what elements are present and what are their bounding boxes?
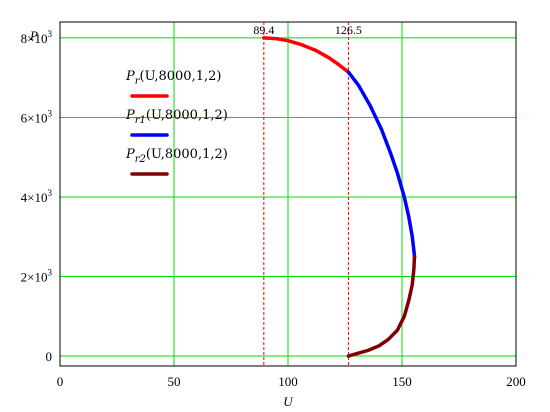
y-axis-label: P [29, 28, 38, 43]
legend-label: Pr1(U,8000,1,2) [125, 108, 228, 126]
legend: Pr(U,8000,1,2) Pr1(U,8000,1,2) Pr2(U,8000,… [125, 69, 228, 176]
marker-lines: 89.4 126.5 [253, 22, 362, 366]
y-tick-label: 2×103 [21, 268, 53, 285]
legend-label: Pr(U,8000,1,2) [125, 69, 221, 87]
x-tick-label: 0 [57, 374, 64, 389]
grid-lines [60, 22, 516, 366]
legend-label: Pr2(U,8000,1,2) [125, 147, 228, 165]
marker-label: 89.4 [253, 23, 274, 37]
series-curves [262, 36, 417, 358]
x-tick-label: 50 [168, 374, 181, 389]
tick-labels: 0 50 100 150 200 0 2×103 4×103 6×103 8×103 [21, 29, 526, 389]
y-tick-label: 0 [46, 349, 53, 364]
x-tick-label: 150 [392, 374, 412, 389]
marker-label: 126.5 [335, 23, 362, 37]
y-tick-label: 8×103 [21, 29, 53, 46]
y-tick-label: 4×103 [21, 188, 53, 205]
series-line [346, 70, 417, 259]
y-tick-label: 6×103 [21, 108, 53, 125]
series-line [262, 36, 351, 74]
x-tick-label: 200 [506, 374, 526, 389]
series-line [346, 254, 417, 358]
x-tick-label: 100 [278, 374, 298, 389]
x-axis-label: U [283, 394, 294, 409]
plot-frame [59, 21, 517, 367]
